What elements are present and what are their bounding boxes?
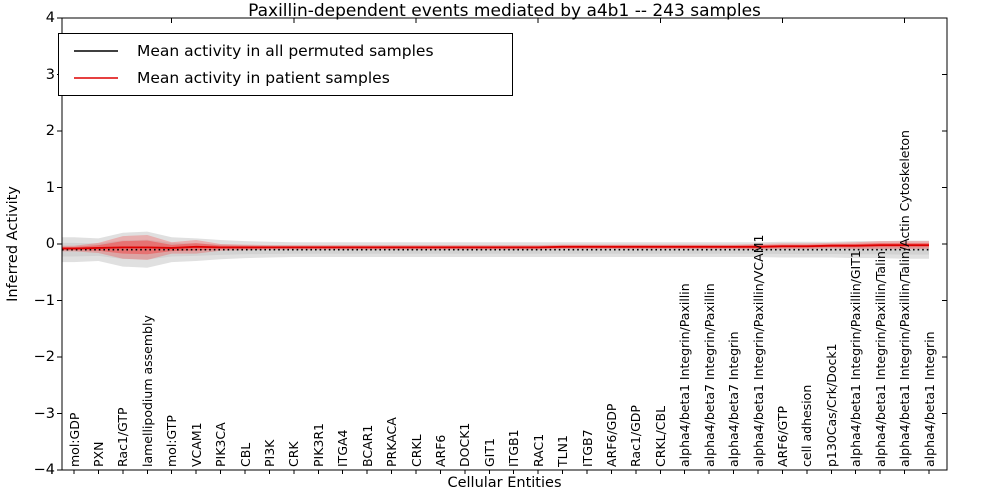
y-tick-label: −2 [33, 349, 55, 365]
legend-label-patient: Mean activity in patient samples [137, 68, 390, 87]
x-tick-label: ARF6/GTP [774, 405, 790, 467]
x-tick-label: ITGA4 [335, 429, 351, 467]
legend: Mean activity in all permuted samples Me… [58, 33, 513, 96]
x-tick-label: ITGB7 [579, 429, 595, 467]
x-tick-label: cell adhesion [799, 384, 815, 467]
x-tick-label: alpha4/beta1 Integrin/Paxillin [677, 283, 693, 467]
x-tick-label: alpha4/beta1 Integrin [921, 331, 937, 467]
x-tick-label: RAC1 [530, 433, 546, 467]
x-tick-label: alpha4/beta1 Integrin/Paxillin/Talin/Act… [897, 130, 913, 467]
chart-title: Paxillin-dependent events mediated by a4… [248, 1, 761, 21]
y-tick-label: 0 [45, 236, 55, 252]
x-tick-label: mol:GTP [164, 415, 180, 467]
x-tick-label: PIK3R1 [310, 422, 326, 467]
x-tick-label: ARF6/GDP [603, 403, 619, 467]
x-tick-label: Rac1/GTP [115, 407, 131, 467]
legend-item-permuted: Mean activity in all permuted samples [73, 42, 512, 60]
legend-label-permuted: Mean activity in all permuted samples [137, 42, 434, 61]
x-tick-label: PI3K [261, 439, 277, 467]
x-tick-label: alpha4/beta7 Integrin [726, 331, 742, 467]
legend-line-patient-icon [74, 76, 118, 79]
x-tick-label: Rac1/GDP [628, 405, 644, 467]
x-tick-label: alpha4/beta1 Integrin/Paxillin/Talin [872, 251, 888, 467]
legend-line-permuted-icon [74, 50, 118, 53]
x-tick-label: PXN [90, 441, 106, 467]
x-tick-label: TLN1 [555, 435, 571, 467]
y-tick-label: 3 [45, 66, 55, 83]
x-tick-label: mol:GDP [66, 412, 82, 467]
x-tick-label: lamellipodium assembly [139, 315, 155, 467]
x-tick-label: PRKACA [384, 417, 400, 467]
x-tick-label: CRKL/CBL [652, 405, 668, 467]
y-tick-label: 4 [45, 10, 55, 26]
x-tick-label: alpha4/beta7 Integrin/Paxillin [701, 283, 717, 467]
x-tick-label: GIT1 [481, 438, 497, 467]
legend-item-patient: Mean activity in patient samples [73, 69, 512, 87]
y-tick-label: −1 [33, 292, 55, 309]
x-tick-label: ARF6 [432, 434, 448, 467]
x-axis-label: Cellular Entities [447, 475, 562, 491]
y-tick-label: 2 [45, 123, 55, 139]
x-tick-label: ITGB1 [506, 429, 522, 467]
x-tick-label: p130Cas/Crk/Dock1 [823, 343, 839, 467]
x-tick-label: DOCK1 [457, 422, 473, 467]
y-tick-label: −3 [33, 405, 55, 422]
series-line-1 [62, 244, 929, 250]
x-tick-label: CRKL [408, 434, 424, 467]
x-tick-label: CBL [237, 442, 253, 467]
x-tick-label: VCAM1 [188, 422, 204, 467]
x-tick-label: BCAR1 [359, 424, 375, 467]
x-tick-label: PIK3CA [213, 422, 229, 467]
x-tick-label: CRK [286, 441, 302, 467]
y-tick-label: −4 [33, 462, 55, 478]
x-tick-label: alpha4/beta1 Integrin/Paxillin/VCAM1 [750, 234, 766, 467]
x-tick-label: alpha4/beta1 Integrin/Paxillin/GIT1 [848, 250, 864, 467]
y-tick-label: 1 [45, 179, 55, 196]
